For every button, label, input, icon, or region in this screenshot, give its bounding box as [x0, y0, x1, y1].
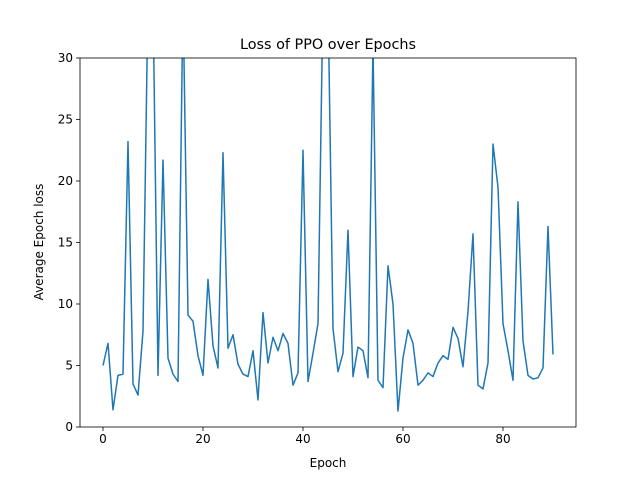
- x-tick-label: 80: [495, 432, 510, 446]
- x-tick-label: 40: [295, 432, 310, 446]
- y-tick-label: 20: [58, 174, 73, 188]
- x-tick-label: 20: [195, 432, 210, 446]
- x-axis-label: Epoch: [310, 456, 347, 470]
- y-tick-label: 25: [58, 113, 73, 127]
- x-tick-label: 60: [395, 432, 410, 446]
- chart-title: Loss of PPO over Epochs: [240, 37, 416, 53]
- y-axis-label: Average Epoch loss: [32, 184, 46, 301]
- y-tick-label: 30: [58, 51, 73, 65]
- y-tick-label: 10: [58, 297, 73, 311]
- plot-frame: [79, 57, 577, 428]
- x-tick-label: 0: [99, 432, 107, 446]
- y-tick-label: 15: [58, 236, 73, 250]
- y-tick-label: 5: [65, 359, 73, 373]
- data-line: [102, 58, 554, 412]
- y-tick-label: 0: [65, 420, 73, 434]
